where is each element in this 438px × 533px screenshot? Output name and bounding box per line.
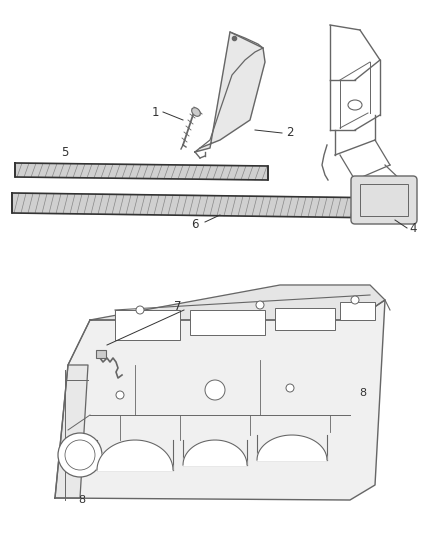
Text: 6: 6	[191, 219, 199, 231]
Text: 7: 7	[174, 300, 182, 312]
FancyBboxPatch shape	[351, 176, 417, 224]
Circle shape	[136, 306, 144, 314]
Text: 8: 8	[78, 495, 85, 505]
Polygon shape	[257, 435, 327, 460]
Text: 2: 2	[286, 126, 294, 140]
Ellipse shape	[348, 100, 362, 110]
Circle shape	[206, 386, 214, 394]
Polygon shape	[55, 300, 385, 500]
Circle shape	[256, 301, 264, 309]
Polygon shape	[183, 440, 247, 465]
Polygon shape	[90, 285, 385, 320]
Polygon shape	[195, 32, 265, 152]
Circle shape	[286, 384, 294, 392]
Polygon shape	[55, 365, 88, 498]
Text: 8: 8	[360, 388, 367, 398]
Polygon shape	[97, 440, 173, 470]
Bar	[190, 310, 265, 335]
Bar	[340, 302, 375, 320]
Bar	[115, 310, 180, 340]
Circle shape	[58, 433, 102, 477]
Bar	[360, 184, 408, 216]
Polygon shape	[15, 163, 268, 180]
Ellipse shape	[192, 108, 200, 116]
Circle shape	[351, 296, 359, 304]
Bar	[275, 308, 335, 330]
Text: 5: 5	[61, 147, 69, 159]
Polygon shape	[12, 193, 390, 218]
Text: 4: 4	[409, 222, 417, 235]
Circle shape	[116, 391, 124, 399]
Text: 1: 1	[151, 106, 159, 118]
Circle shape	[205, 380, 225, 400]
Bar	[96, 350, 106, 358]
